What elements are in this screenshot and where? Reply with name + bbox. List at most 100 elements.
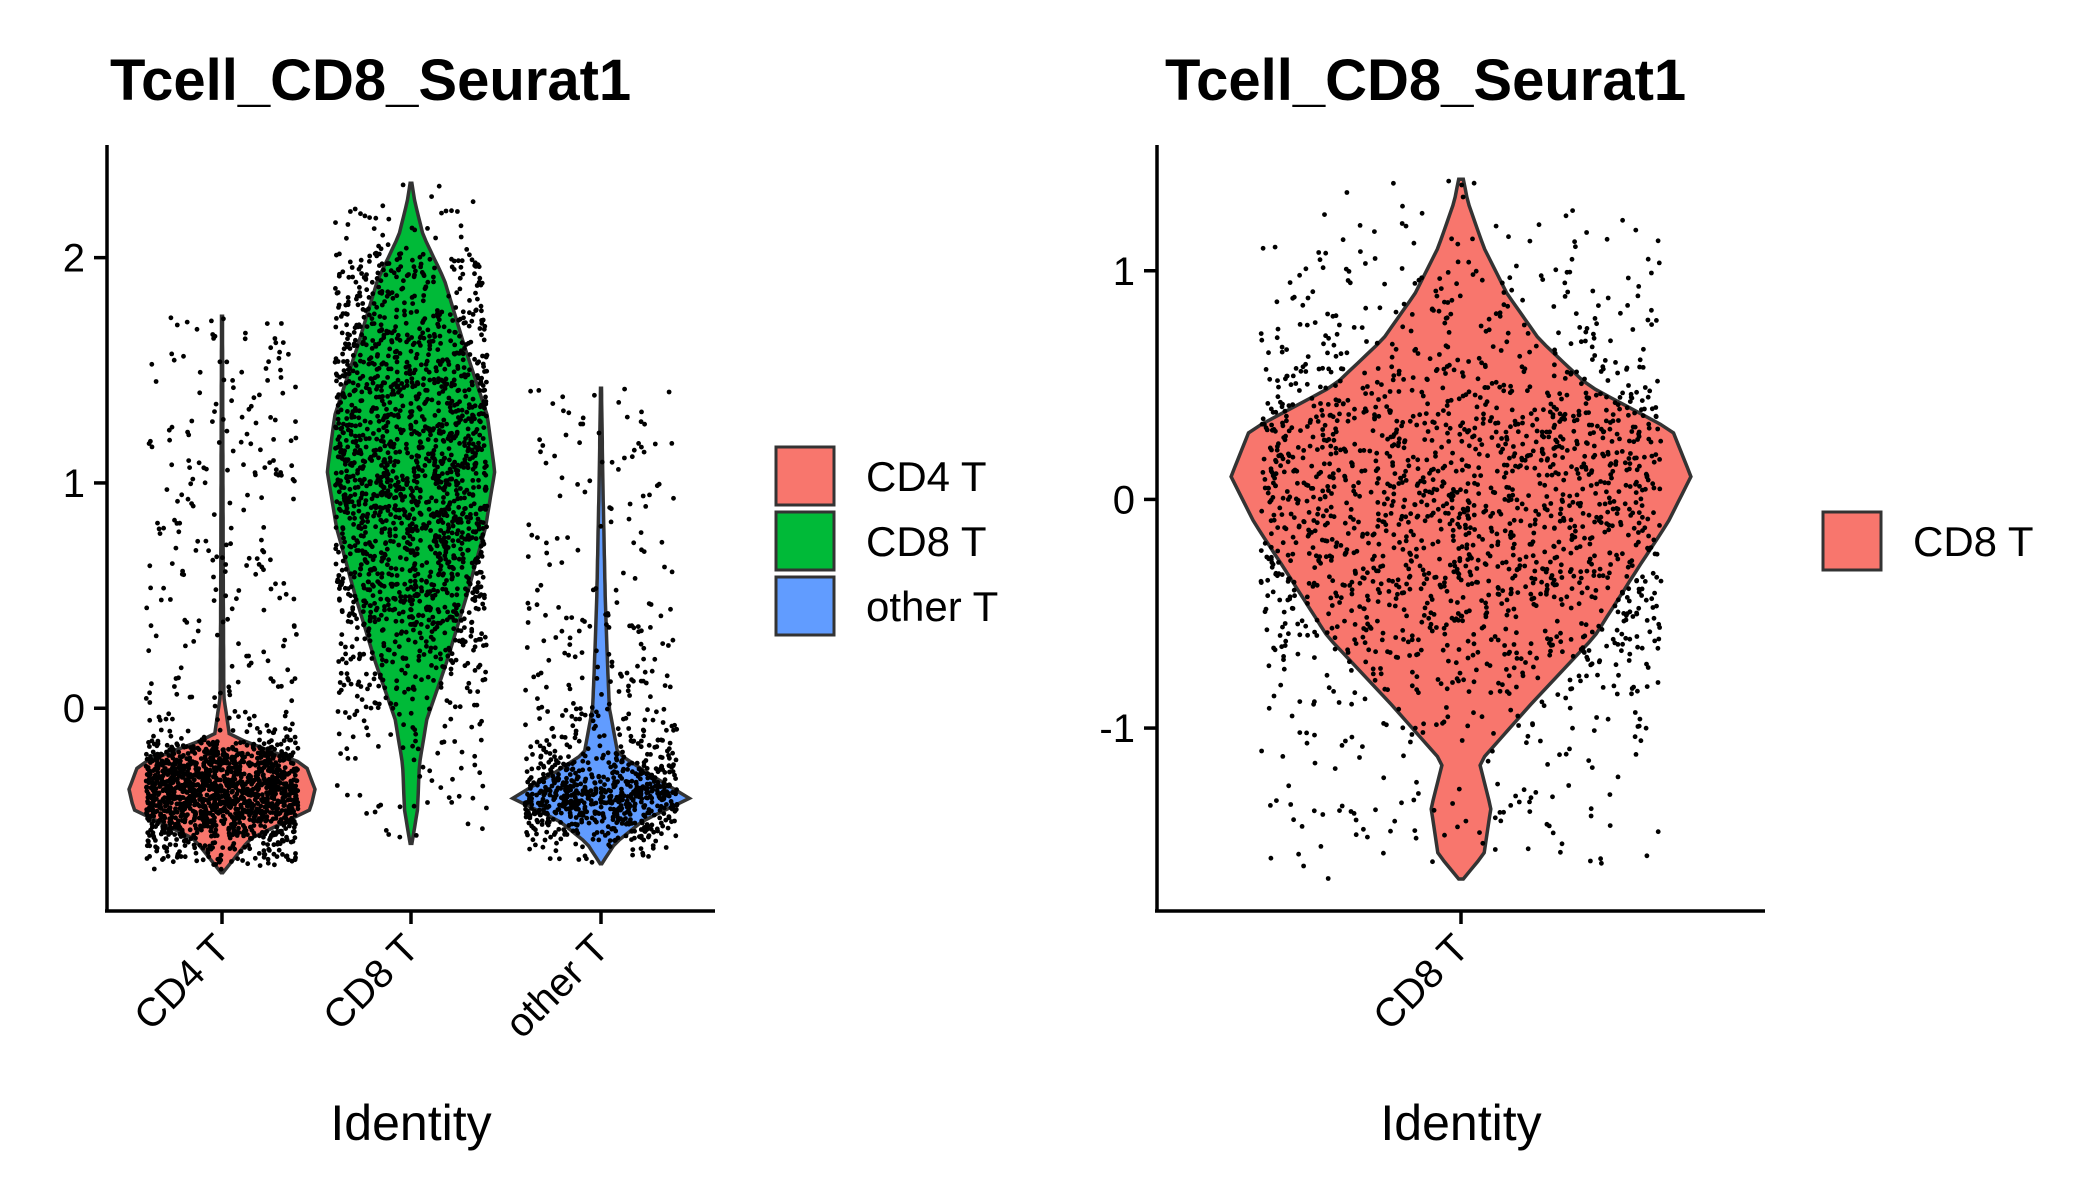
data-point (1260, 245, 1266, 251)
data-point (1358, 249, 1363, 255)
data-point (666, 815, 672, 821)
data-point (653, 766, 659, 772)
data-point (1459, 738, 1465, 743)
data-point (1569, 464, 1574, 470)
legend-key-cd4-t (774, 445, 836, 507)
data-point (1567, 705, 1573, 711)
data-point (481, 337, 487, 343)
data-point (211, 862, 217, 867)
data-point (343, 554, 348, 560)
data-point (409, 521, 415, 527)
data-point (257, 730, 263, 735)
data-point (385, 462, 390, 468)
data-point (221, 377, 227, 383)
data-point (1365, 593, 1370, 599)
data-point (647, 781, 653, 787)
data-point (391, 462, 397, 468)
data-point (1331, 484, 1337, 490)
data-point (211, 336, 217, 341)
data-point (668, 799, 674, 804)
data-point (537, 716, 542, 721)
data-point (544, 829, 550, 835)
data-point (411, 264, 417, 270)
data-point (1578, 575, 1584, 581)
data-point (484, 353, 489, 358)
data-point (465, 519, 471, 525)
data-point (1338, 351, 1344, 357)
data-point (1476, 355, 1482, 361)
data-point (1349, 734, 1355, 740)
data-point (217, 777, 223, 783)
data-point (340, 269, 346, 275)
data-point (256, 851, 262, 856)
data-point (587, 478, 593, 484)
data-point (435, 423, 440, 429)
data-point (397, 834, 403, 840)
data-point (188, 481, 194, 487)
data-point (252, 797, 258, 803)
data-point (539, 822, 545, 827)
data-point (1649, 322, 1654, 327)
data-point (234, 752, 240, 758)
data-point (626, 801, 632, 807)
data-point (417, 487, 423, 492)
data-point (212, 409, 217, 414)
data-point (469, 419, 474, 424)
data-point (364, 272, 369, 277)
data-point (214, 792, 220, 798)
data-point (187, 694, 193, 700)
data-point (394, 384, 400, 390)
data-point (1286, 631, 1291, 637)
data-point (420, 613, 426, 619)
data-point (474, 427, 480, 432)
data-point (350, 380, 356, 386)
data-point (605, 611, 611, 616)
data-point (175, 498, 180, 504)
data-point (401, 278, 406, 284)
data-point (444, 590, 450, 596)
data-point (550, 401, 556, 406)
data-point (591, 726, 597, 731)
data-point (216, 440, 222, 445)
data-point (430, 511, 436, 517)
data-point (361, 598, 366, 604)
data-point (384, 468, 390, 474)
data-point (412, 639, 418, 645)
data-point (580, 758, 586, 764)
data-point (472, 762, 478, 768)
data-point (181, 763, 187, 769)
data-point (335, 416, 341, 422)
data-point (184, 756, 190, 762)
data-point (440, 520, 446, 525)
data-point (626, 726, 632, 731)
data-point (385, 562, 390, 568)
data-point (346, 677, 351, 683)
data-point (591, 801, 596, 807)
data-point (442, 630, 448, 636)
data-point (184, 319, 190, 325)
data-point (1657, 523, 1662, 528)
data-point (1465, 582, 1471, 587)
data-point (410, 506, 416, 512)
data-point (465, 448, 471, 454)
data-point (544, 738, 550, 743)
data-point (393, 526, 398, 532)
data-point (1556, 539, 1562, 545)
data-point (279, 683, 284, 689)
data-point (399, 667, 405, 673)
data-point (1385, 496, 1390, 502)
data-point (148, 623, 154, 629)
data-point (624, 670, 630, 676)
data-point (405, 586, 411, 592)
data-point (283, 726, 288, 731)
data-point (547, 751, 553, 756)
data-point (247, 722, 253, 728)
data-point (427, 706, 432, 712)
data-point (154, 762, 160, 767)
data-point (173, 676, 179, 681)
data-point (377, 328, 382, 334)
data-point (1610, 636, 1616, 642)
data-point (459, 534, 464, 540)
data-point (605, 706, 610, 712)
data-point (610, 814, 616, 820)
